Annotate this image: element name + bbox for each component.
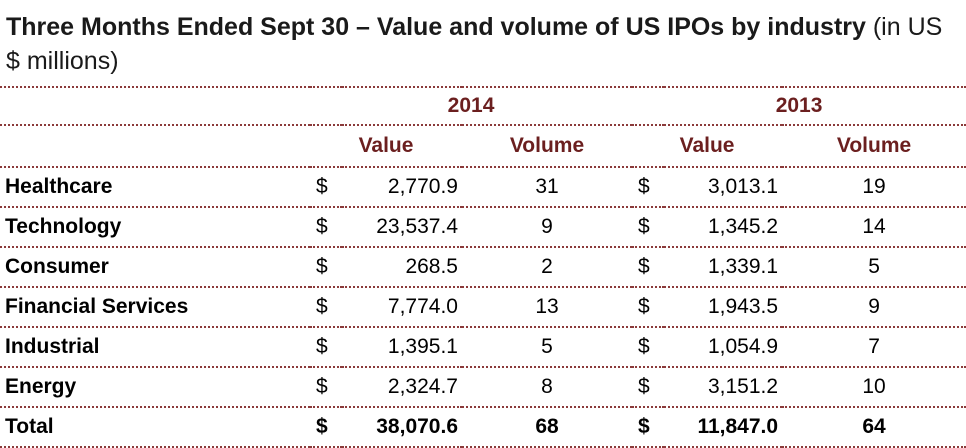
currency-2014: $ <box>310 166 342 207</box>
industry-label: Consumer <box>0 246 310 287</box>
table-title: Three Months Ended Sept 30 – Value and v… <box>6 10 956 78</box>
col-volume-2014: Volume <box>462 124 633 167</box>
volume-2013: 14 <box>782 206 966 247</box>
table-row: Healthcare $2,770.9 31 $3,013.1 19 <box>0 166 966 207</box>
title-unit: (in US $ millions) <box>6 13 943 75</box>
value-2014: 38,070.6 <box>342 406 462 448</box>
volume-2013: 5 <box>782 246 966 287</box>
currency-2014: $ <box>310 406 342 448</box>
table-row: Consumer $268.5 2 $1,339.1 5 <box>0 246 966 287</box>
table-row: Financial Services $7,774.0 13 $1,943.5 9 <box>0 286 966 327</box>
value-2013: 1,054.9 <box>664 326 783 367</box>
currency-2014: $ <box>310 366 342 407</box>
col-value-2013: Value <box>632 124 783 167</box>
volume-2014: 13 <box>462 286 633 327</box>
currency-2014: $ <box>310 206 342 247</box>
value-2013: 11,847.0 <box>664 406 783 448</box>
value-2014: 2,324.7 <box>342 366 462 407</box>
column-header-row: Value Volume Value Volume <box>0 124 966 167</box>
currency-2013: $ <box>632 206 665 247</box>
year-2013: 2013 <box>632 86 966 125</box>
volume-2013: 19 <box>782 166 966 207</box>
year-header-row: 2014 2013 <box>0 86 966 125</box>
volume-2013: 7 <box>782 326 966 367</box>
value-2013: 1,345.2 <box>664 206 783 247</box>
currency-2014: $ <box>310 326 342 367</box>
title-main: Three Months Ended Sept 30 – Value and v… <box>6 13 866 41</box>
industry-label: Energy <box>0 366 310 407</box>
currency-2013: $ <box>632 366 665 407</box>
volume-2013: 9 <box>782 286 966 327</box>
volume-2014: 5 <box>462 326 633 367</box>
value-2014: 7,774.0 <box>342 286 462 327</box>
volume-2014: 31 <box>462 166 633 207</box>
table-row: Technology $23,537.4 9 $1,345.2 14 <box>0 206 966 247</box>
industry-label: Industrial <box>0 326 310 367</box>
currency-2014: $ <box>310 246 342 287</box>
currency-2013: $ <box>632 326 665 367</box>
value-2014: 1,395.1 <box>342 326 462 367</box>
volume-2013: 10 <box>782 366 966 407</box>
value-2013: 1,339.1 <box>664 246 783 287</box>
industry-label: Technology <box>0 206 310 247</box>
volume-2013: 64 <box>782 406 966 448</box>
currency-2013: $ <box>632 166 665 207</box>
volume-2014: 9 <box>462 206 633 247</box>
industry-label: Financial Services <box>0 286 310 327</box>
industry-label: Total <box>0 406 310 448</box>
value-2014: 268.5 <box>342 246 462 287</box>
table-row: Energy $2,324.7 8 $3,151.2 10 <box>0 366 966 407</box>
industry-label: Healthcare <box>0 166 310 207</box>
currency-2013: $ <box>632 246 665 287</box>
ipo-table: 2014 2013 Value Volume Value Volume Heal… <box>0 86 966 448</box>
volume-2014: 2 <box>462 246 633 287</box>
value-2014: 2,770.9 <box>342 166 462 207</box>
volume-2014: 8 <box>462 366 633 407</box>
total-row: Total $38,070.6 68 $11,847.0 64 <box>0 406 966 448</box>
value-2013: 1,943.5 <box>664 286 783 327</box>
volume-2014: 68 <box>462 406 633 448</box>
col-volume-2013: Volume <box>782 124 966 167</box>
value-2013: 3,151.2 <box>664 366 783 407</box>
currency-2014: $ <box>310 286 342 327</box>
currency-2013: $ <box>632 406 665 448</box>
currency-2013: $ <box>632 286 665 327</box>
table-row: Industrial $1,395.1 5 $1,054.9 7 <box>0 326 966 367</box>
value-2013: 3,013.1 <box>664 166 783 207</box>
value-2014: 23,537.4 <box>342 206 462 247</box>
col-value-2014: Value <box>310 124 462 167</box>
year-2014: 2014 <box>310 86 633 125</box>
